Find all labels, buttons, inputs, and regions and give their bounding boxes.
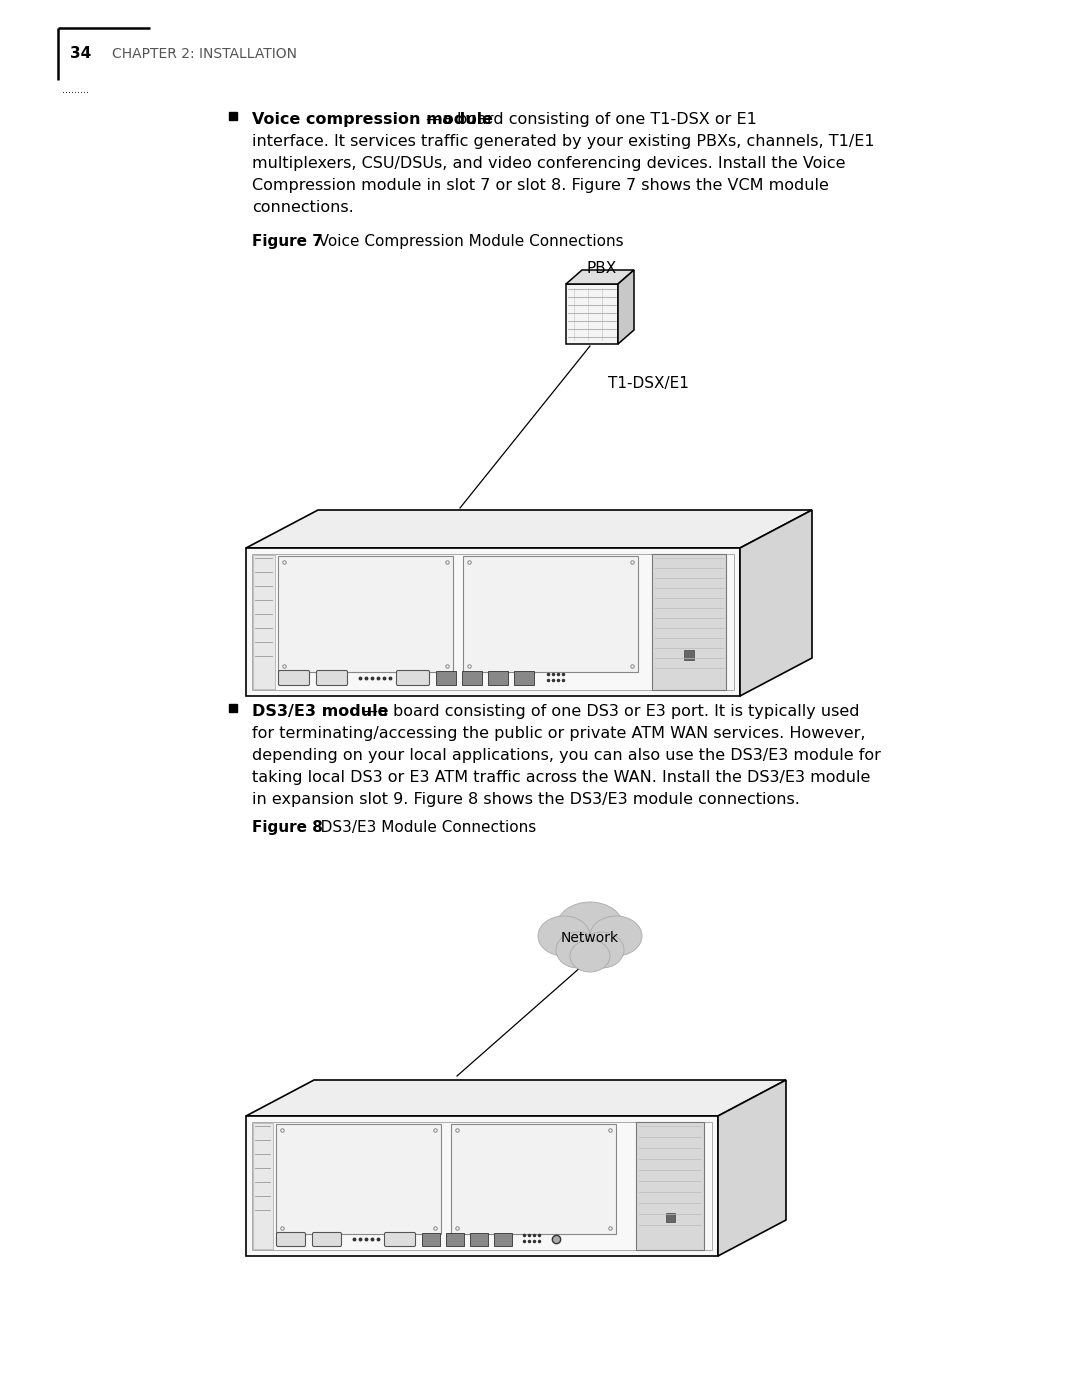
FancyBboxPatch shape [279,671,310,686]
Bar [229,704,237,712]
Bar [252,555,734,690]
Bar [278,556,453,672]
Bar [684,650,694,659]
Polygon shape [566,284,618,344]
Bar [463,556,638,672]
Ellipse shape [556,932,600,968]
Bar [229,112,237,120]
FancyBboxPatch shape [396,671,430,686]
Text: Figure 7: Figure 7 [252,235,323,249]
Text: DS3/E3 Module Connections: DS3/E3 Module Connections [306,820,537,835]
Bar [636,1122,704,1250]
Text: CHAPTER 2: INSTALLATION: CHAPTER 2: INSTALLATION [112,47,297,61]
Text: for terminating/accessing the public or private ATM WAN services. However,: for terminating/accessing the public or … [252,726,865,740]
Text: taking local DS3 or E3 ATM traffic across the WAN. Install the DS3/E3 module: taking local DS3 or E3 ATM traffic acros… [252,770,870,785]
Text: Network: Network [561,930,619,944]
Text: Compression module in slot 7 or slot 8. Figure 7 shows the VCM module: Compression module in slot 7 or slot 8. … [252,177,828,193]
Bar [436,671,456,685]
Text: DS3/E3 module: DS3/E3 module [252,704,389,719]
Ellipse shape [538,916,590,956]
Bar [446,1234,464,1246]
Text: connections.: connections. [252,200,354,215]
Text: —a board consisting of one DS3 or E3 port. It is typically used: —a board consisting of one DS3 or E3 por… [362,704,860,719]
Ellipse shape [556,902,624,954]
Bar [252,1122,712,1250]
Text: PBX: PBX [588,261,618,277]
Polygon shape [246,548,740,696]
Bar [253,555,275,689]
Text: multiplexers, CSU/DSUs, and video conferencing devices. Install the Voice: multiplexers, CSU/DSUs, and video confer… [252,156,846,170]
Text: 34: 34 [70,46,91,61]
Polygon shape [246,1116,718,1256]
Polygon shape [566,270,634,284]
Ellipse shape [590,916,642,956]
Polygon shape [618,270,634,344]
Bar [470,1234,488,1246]
Polygon shape [718,1080,786,1256]
Ellipse shape [580,932,624,968]
Text: in expansion slot 9. Figure 8 shows the DS3/E3 module connections.: in expansion slot 9. Figure 8 shows the … [252,792,800,807]
Bar [462,671,482,685]
Text: —a board consisting of one T1-DSX or E1: —a board consisting of one T1-DSX or E1 [426,112,757,127]
Bar [488,671,508,685]
Bar [253,1123,273,1249]
Polygon shape [740,510,812,696]
FancyBboxPatch shape [312,1232,341,1246]
Bar [276,1125,441,1234]
Text: interface. It services traffic generated by your existing PBXs, channels, T1/E1: interface. It services traffic generated… [252,134,875,149]
Text: depending on your local applications, you can also use the DS3/E3 module for: depending on your local applications, yo… [252,747,881,763]
Bar [422,1234,440,1246]
Bar [666,1213,675,1222]
Polygon shape [246,510,812,548]
Bar [514,671,534,685]
FancyBboxPatch shape [384,1232,416,1246]
Text: ·········: ········· [62,88,89,98]
Text: Figure 8: Figure 8 [252,820,323,835]
FancyBboxPatch shape [316,671,348,686]
Text: Voice compression module: Voice compression module [252,112,492,127]
Polygon shape [246,1080,786,1116]
FancyBboxPatch shape [276,1232,306,1246]
Ellipse shape [570,940,610,972]
Bar [494,1234,512,1246]
Text: Voice Compression Module Connections: Voice Compression Module Connections [303,235,623,249]
Text: T1-DSX/E1: T1-DSX/E1 [608,376,689,391]
Bar [451,1125,616,1234]
Bar [652,555,726,690]
